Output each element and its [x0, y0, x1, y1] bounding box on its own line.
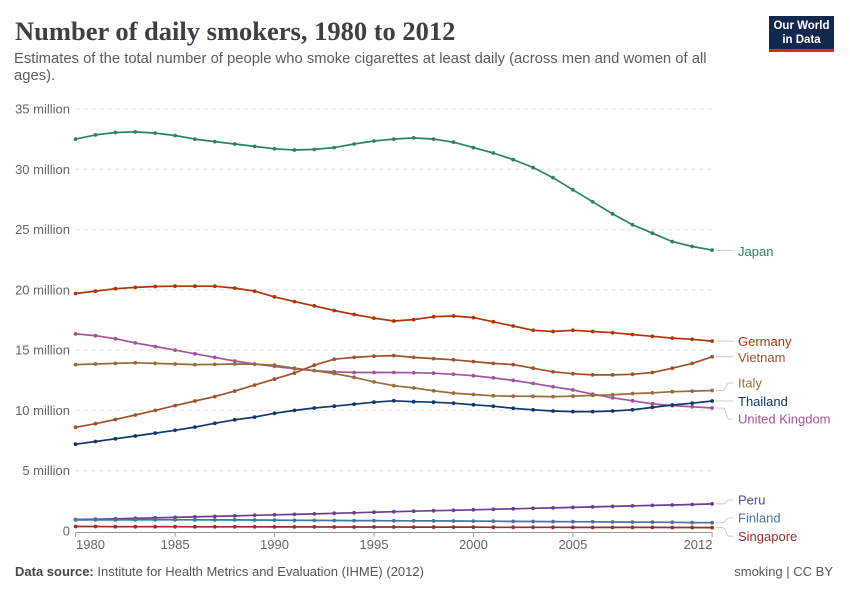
svg-text:20 million: 20 million: [15, 282, 70, 297]
svg-text:Thailand: Thailand: [738, 394, 788, 409]
svg-text:Singapore: Singapore: [738, 529, 797, 544]
svg-text:1980: 1980: [76, 537, 105, 552]
svg-text:Japan: Japan: [738, 244, 773, 259]
svg-text:1990: 1990: [260, 537, 289, 552]
svg-text:1985: 1985: [161, 537, 190, 552]
svg-text:United Kingdom: United Kingdom: [738, 412, 831, 427]
svg-text:Finland: Finland: [738, 510, 781, 525]
svg-text:10 million: 10 million: [15, 403, 70, 418]
svg-text:5 million: 5 million: [22, 463, 70, 478]
svg-text:2000: 2000: [459, 537, 488, 552]
svg-text:Germany: Germany: [738, 334, 792, 349]
svg-text:0: 0: [63, 524, 70, 539]
svg-text:Italy: Italy: [738, 375, 762, 390]
svg-text:2005: 2005: [558, 537, 587, 552]
svg-text:Vietnam: Vietnam: [738, 350, 785, 365]
svg-text:Peru: Peru: [738, 493, 765, 508]
svg-text:30 million: 30 million: [15, 162, 70, 177]
svg-text:2012: 2012: [684, 537, 713, 552]
svg-text:1995: 1995: [360, 537, 389, 552]
svg-text:25 million: 25 million: [15, 222, 70, 237]
svg-text:35 million: 35 million: [15, 102, 70, 117]
svg-text:15 million: 15 million: [15, 343, 70, 358]
